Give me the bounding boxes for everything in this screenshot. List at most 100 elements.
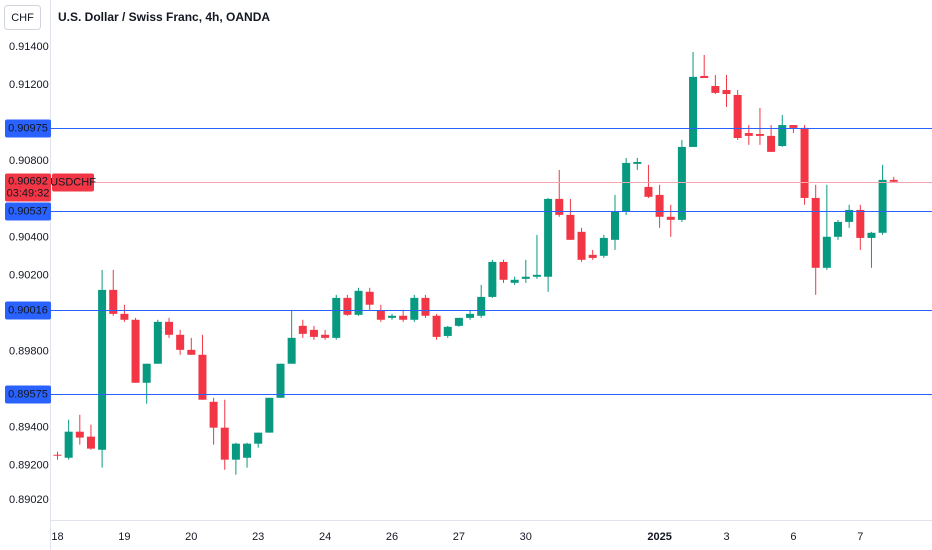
candle-body <box>588 254 597 258</box>
candle-body <box>622 162 631 212</box>
candle-body <box>75 431 84 438</box>
candle-body <box>722 90 731 95</box>
candle-body <box>265 397 274 433</box>
currency-button[interactable] <box>4 5 41 30</box>
candle-body <box>410 297 419 320</box>
candle-body <box>521 276 530 279</box>
candle-body <box>878 179 887 233</box>
candle-body <box>131 319 140 383</box>
candle-body <box>454 317 463 326</box>
candle-body <box>856 209 865 238</box>
candle-body <box>577 231 586 260</box>
candle-body <box>376 310 385 320</box>
candle-body <box>153 321 162 364</box>
candle-body <box>755 133 764 136</box>
level-label: 0.90537 <box>8 205 48 217</box>
candle-body <box>744 133 753 136</box>
y-tick-label: 0.89400 <box>9 422 49 434</box>
candle-body <box>209 401 218 428</box>
chart-title: U.S. Dollar / Swiss Franc, 4h, OANDA <box>58 10 270 24</box>
y-tick-label: 0.91200 <box>9 79 49 91</box>
x-tick-label: 7 <box>857 531 863 543</box>
candle-body <box>53 454 62 456</box>
candle-body <box>633 161 642 164</box>
candle-body <box>499 261 508 280</box>
current-price-label: 0.90692 <box>8 175 48 187</box>
x-tick-label: 20 <box>185 531 197 543</box>
candle-body <box>845 209 854 222</box>
y-tick-label: 0.90400 <box>9 231 49 243</box>
level-label-box <box>5 301 51 320</box>
candle-body <box>443 326 452 336</box>
candle-body <box>555 198 564 215</box>
candle-body <box>231 443 240 460</box>
candle-body <box>109 289 118 314</box>
candle-body <box>867 232 876 238</box>
plot <box>53 51 898 475</box>
candle-body <box>644 186 653 197</box>
candle-body <box>789 125 798 128</box>
candle-body <box>700 75 709 79</box>
candle-body <box>432 315 441 337</box>
candle-body <box>198 354 207 400</box>
candle-body <box>421 297 430 316</box>
symbol-box <box>52 173 94 192</box>
candle-body <box>176 334 185 350</box>
candle-body <box>544 198 553 277</box>
candle-body <box>488 261 497 297</box>
candle-body <box>677 146 686 220</box>
overlay: 0.90975 0.90537 0.90016 0.89575 0.9069203:49… <box>5 119 932 404</box>
candle-body <box>666 216 675 220</box>
candle-body <box>287 337 296 364</box>
x-tick-label: 27 <box>453 531 465 543</box>
candle-body <box>510 279 519 283</box>
current-price-box <box>5 173 51 202</box>
candle-body <box>599 237 608 256</box>
y-tick-label: 0.89020 <box>9 494 49 506</box>
candle-body <box>343 297 352 315</box>
candle-body <box>466 313 475 318</box>
candle-body <box>889 179 898 182</box>
candle-body <box>689 76 698 147</box>
level-label-box <box>5 385 51 404</box>
y-tick-label: 0.91400 <box>9 41 49 53</box>
symbol-label: USDCHF <box>50 176 96 188</box>
candle-body <box>834 221 842 237</box>
x-tick-label: 26 <box>386 531 398 543</box>
x-tick-label: 6 <box>790 531 796 543</box>
candle-body <box>165 321 173 335</box>
candle-body <box>309 329 318 337</box>
candle-body <box>767 135 776 152</box>
level-label-box <box>5 119 51 138</box>
candle-body <box>321 334 330 338</box>
candle-body <box>98 289 107 450</box>
candle-body <box>354 290 363 315</box>
candle-body <box>532 274 541 277</box>
x-tick-label: 30 <box>520 531 532 543</box>
candle-body <box>822 236 831 268</box>
y-tick-label: 0.90200 <box>9 269 49 281</box>
candle-body <box>611 211 619 240</box>
candle-body <box>332 297 341 338</box>
candle-body <box>811 197 820 268</box>
candle-body <box>778 125 787 146</box>
candle-body <box>86 436 95 449</box>
candle-body <box>142 363 151 383</box>
candle-body <box>276 363 285 398</box>
candle-body <box>120 313 129 320</box>
candle-body <box>477 296 486 316</box>
candle-body <box>566 214 575 240</box>
candle-body <box>254 432 263 444</box>
currency-label[interactable]: CHF <box>11 12 34 24</box>
x-tick-label: 19 <box>118 531 130 543</box>
x-tick-label: 3 <box>723 531 729 543</box>
candle-body <box>399 315 408 320</box>
y-tick-label: 0.89800 <box>9 345 49 357</box>
candle-body <box>388 315 396 318</box>
x-tick-label: 2025 <box>647 531 671 543</box>
y-tick-label: 0.90800 <box>9 155 49 167</box>
level-label-box <box>5 202 51 221</box>
